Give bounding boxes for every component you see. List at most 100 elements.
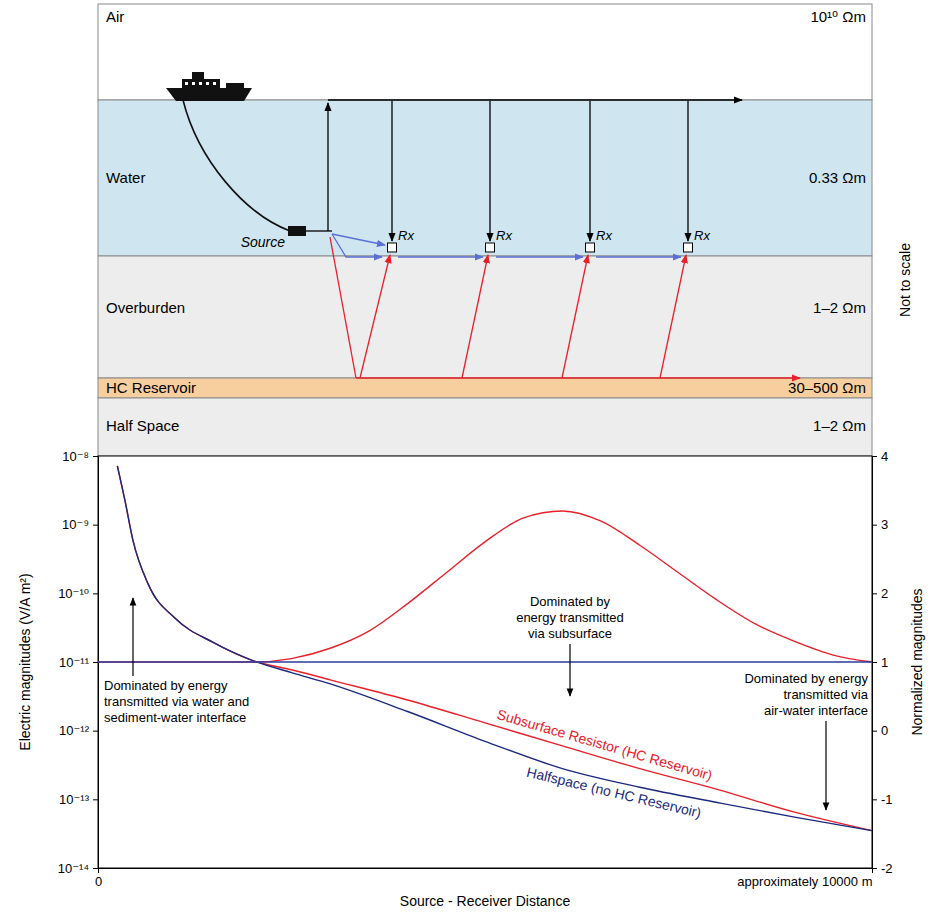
tick-mark [872,868,877,869]
air-path-arrow [327,103,328,231]
tick-mark [93,731,98,732]
series-line [98,661,872,662]
tick-label: 10⁻⁹ [62,517,89,532]
annotation-line: energy transmitted [516,610,624,625]
ship-bridge [192,72,204,79]
receiver [388,243,397,252]
ship [166,72,252,101]
y2-axis: 43210-1-2 [872,449,893,876]
layer-label: Half Space [106,417,179,434]
tick-label: 10⁻¹² [59,723,90,738]
tick-label: 3 [881,517,888,532]
series-line [117,466,872,831]
axis-line [93,457,99,869]
air-path-arrow [328,99,742,100]
tick: 10⁻¹³ [59,792,98,807]
tick-mark [872,731,877,732]
air-path-arrow [687,101,688,241]
annotation-line: Dominated by [530,594,611,609]
subsurface-path-arrow [462,255,488,378]
tick-label: 0 [95,874,102,889]
tick-mark [93,525,98,526]
tick-label: -1 [881,792,893,807]
source-label: Source [241,234,286,250]
series-label: Halfspace (no HC Reservoir) [525,764,703,821]
water-path-arrow [496,256,583,257]
subsurface-path [330,237,356,378]
x-axis: 0 approximately 10000 m [95,868,873,889]
layer-label: Overburden [106,299,185,316]
tick-mark [872,799,877,800]
receiver-label: Rx [398,228,414,243]
tick: -1 [872,792,893,807]
layer [98,256,872,378]
axis-line [873,457,878,869]
receiver-label: Rx [596,228,612,243]
tick: approximately 10000 m [737,868,872,889]
layer-resistivity: 10¹⁰ Ωm [810,8,866,25]
ship-stern [226,83,244,88]
tick: 0 [872,723,888,738]
receiver-label: Rx [694,228,710,243]
annotation-line: via subsurface [528,626,612,641]
layer-label: Air [106,8,124,25]
tick: 3 [872,517,888,532]
subsurface-path-arrow [562,255,588,378]
x-axis-title: Source - Receiver Distance [400,893,571,909]
tick: 10⁻¹⁰ [58,586,98,601]
layer [98,398,872,456]
tick: 10⁻⁹ [62,517,98,532]
annotation-arrow [569,644,570,696]
ship-deck [182,79,220,88]
ship-window [213,82,216,85]
annotation-arrow [825,721,826,810]
tick-mark [872,456,877,457]
annotation: Dominated byenergy transmittedvia subsur… [516,594,624,641]
tick-label: 1 [881,655,888,670]
tick-label: 0 [881,723,888,738]
water-path-arrow [398,256,483,257]
tick: 2 [872,586,888,601]
subsurface-path-arrow [360,255,390,378]
axis-line [99,869,873,874]
tick-label: 10⁻¹¹ [59,655,90,670]
layer [98,378,872,398]
tick: 10⁻¹¹ [59,655,98,670]
tick-label: 2 [881,586,888,601]
series-line [98,511,872,662]
annotation-line: air-water interface [764,703,868,718]
series-line [117,466,872,831]
tick-label: approximately 10000 m [737,874,872,889]
receiver-label: Rx [496,228,512,243]
tick-mark [93,593,98,594]
annotation-line: sediment-water interface [104,710,246,725]
air-path-arrow [489,101,490,241]
source [288,226,306,236]
layer-resistivity: 0.33 Ωm [809,169,866,186]
tick-mark [872,593,877,594]
receiver [684,243,693,252]
annotations: Dominated by energytransmitted via water… [104,594,869,810]
annotation-line: transmitted via [783,687,868,702]
subsurface-path-arrow [660,255,686,378]
tick-mark [93,799,98,800]
layer [98,100,872,256]
ship-hull [166,88,252,101]
tick-label: 10⁻⁸ [62,449,89,464]
annotation: Dominated by energytransmitted via water… [104,678,249,725]
tick-mark [872,525,877,526]
tick-label: 10⁻¹³ [59,792,90,807]
tick: 1 [872,655,888,670]
layer-label: Water [106,169,145,186]
ship-window [185,82,188,85]
tick: 10⁻⁸ [62,449,98,464]
ship-window [206,82,209,85]
receiver [486,243,495,252]
receiver [586,243,595,252]
layer [98,4,872,100]
tick-label: 4 [881,449,888,464]
annotation-arrow [132,598,133,676]
layer-resistivity: 1–2 Ωm [813,299,866,316]
tick: 10⁻¹⁴ [58,861,98,876]
tick-mark [93,868,98,869]
